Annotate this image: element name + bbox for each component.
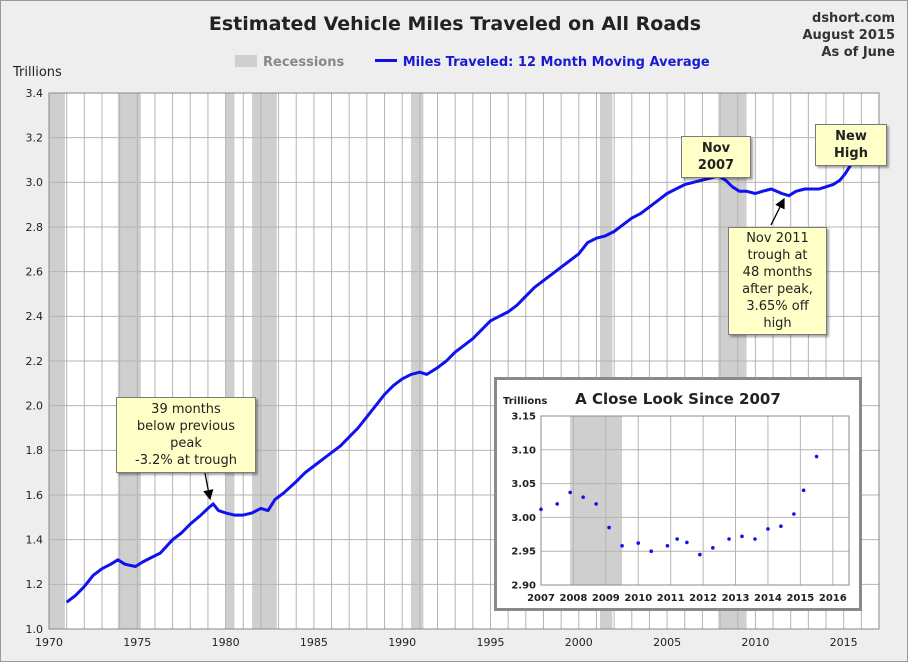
data-point <box>685 540 689 545</box>
callout-line: 3.65% off high <box>746 299 809 331</box>
y-tick-label: 2.6 <box>26 266 44 279</box>
x-tick-label: 2009 <box>592 593 620 604</box>
inset-chart: A Close Look Since 2007 Trillions 2.90 2.… <box>494 377 862 611</box>
y-tick-label: 3.10 <box>511 445 536 456</box>
x-tick-label: 2014 <box>754 593 782 604</box>
y-tick-label: 3.05 <box>511 479 536 490</box>
x-tick-label: 2012 <box>689 593 717 604</box>
legend-series-label: Miles Traveled: 12 Month Moving Average <box>402 55 710 70</box>
data-point <box>555 502 560 506</box>
y-tick-label: 1.6 <box>26 489 44 502</box>
x-tick-label: 1995 <box>476 636 504 649</box>
callout-line: Nov 2011 <box>746 231 809 246</box>
y-axis-label: Trillions <box>13 65 62 80</box>
x-tick-label: 2010 <box>624 593 652 604</box>
trough-1979-callout: 39 months below previous peak -3.2% at t… <box>116 397 256 473</box>
y-tick-label: 3.2 <box>26 132 44 145</box>
source-line: dshort.com <box>812 11 895 26</box>
x-tick-label: 2015 <box>830 636 858 649</box>
callout-line: 48 months <box>742 265 813 280</box>
data-point <box>607 525 611 530</box>
data-point <box>792 512 796 516</box>
data-point <box>814 454 819 459</box>
peak-nov-2007-label: Nov 2007 <box>681 136 751 178</box>
data-point <box>581 495 585 499</box>
y-tick-label: 2.4 <box>26 310 44 323</box>
data-point <box>740 534 744 539</box>
chart-title: Estimated Vehicle Miles Traveled on All … <box>208 13 702 35</box>
y-tick-label: 2.95 <box>511 547 536 558</box>
data-point <box>753 537 757 541</box>
series-line <box>65 161 854 604</box>
y-tick-label: 3.4 <box>26 87 44 100</box>
inset-plot: 2.90 2.95 3.00 3.05 3.10 3.15 2007 2008 2009 2010… <box>511 412 850 604</box>
data-point <box>568 490 572 495</box>
data-point <box>665 543 670 548</box>
y-tick-label: 2.90 <box>511 581 536 592</box>
y-tick-label: 1.2 <box>26 578 44 591</box>
y-tick-label: 1.8 <box>26 444 44 457</box>
x-tick-label: 1980 <box>212 636 240 649</box>
chart-legend: Recessions Miles Traveled: 12 Month Movi… <box>235 55 710 70</box>
x-tick-label: 2013 <box>722 593 750 604</box>
x-tick-label: 1975 <box>123 636 151 649</box>
legend-recessions-label: Recessions <box>263 55 345 70</box>
y-tick-label: 3.15 <box>511 412 536 423</box>
callout-line: trough at <box>747 248 808 263</box>
x-tick-label: 2016 <box>819 593 847 604</box>
y-tick-label: 1.0 <box>26 623 44 636</box>
data-point <box>779 524 783 528</box>
x-tick-label: 2011 <box>657 593 685 604</box>
y-tick-label: 2.2 <box>26 355 44 368</box>
y-tick-label: 1.4 <box>26 534 44 547</box>
callout-line: below previous peak <box>136 419 236 451</box>
source-note: dshort.com August 2015 As of June <box>802 10 895 61</box>
x-tick-label: 1985 <box>300 636 328 649</box>
callout-line: -3.2% at trough <box>135 453 237 468</box>
data-point <box>801 488 806 493</box>
data-point <box>620 543 624 548</box>
source-line: As of June <box>821 45 895 60</box>
x-tick-label: 2000 <box>565 636 593 649</box>
data-point <box>649 549 654 553</box>
x-tick-label: 2008 <box>559 593 587 604</box>
recession-band <box>570 416 623 585</box>
data-point <box>698 552 702 557</box>
x-tick-label: 2005 <box>653 636 681 649</box>
plot-border <box>540 415 850 586</box>
y-tick-label: 2.0 <box>26 400 44 413</box>
trough-2011-arrow <box>770 197 785 226</box>
x-tick-label: 1990 <box>388 636 416 649</box>
series-swatch <box>374 59 397 62</box>
inset-y-axis-label: Trillions <box>503 396 548 407</box>
inset-title: A Close Look Since 2007 <box>575 390 781 408</box>
data-point <box>711 546 715 550</box>
data-point <box>539 507 543 512</box>
y-tick-label: 3.0 <box>26 176 44 189</box>
callout-line: after peak, <box>742 282 813 297</box>
plot-border <box>48 92 880 630</box>
recession-swatch <box>235 55 257 67</box>
new-high-label: New High <box>815 124 887 166</box>
data-point <box>675 537 679 541</box>
y-tick-label: 2.8 <box>26 221 44 234</box>
y-tick-label: 3.00 <box>511 513 536 524</box>
callout-line: 39 months <box>151 402 221 417</box>
data-point <box>594 502 598 506</box>
source-line: August 2015 <box>802 28 895 43</box>
data-point <box>636 541 641 545</box>
trough-2011-callout: Nov 2011 trough at 48 months after peak,… <box>728 227 827 335</box>
x-tick-label: 2010 <box>741 636 769 649</box>
x-tick-label: 2015 <box>786 593 814 604</box>
data-point <box>766 527 770 531</box>
x-tick-label: 1970 <box>35 636 63 649</box>
x-tick-label: 2007 <box>527 593 555 604</box>
data-point <box>727 537 731 541</box>
